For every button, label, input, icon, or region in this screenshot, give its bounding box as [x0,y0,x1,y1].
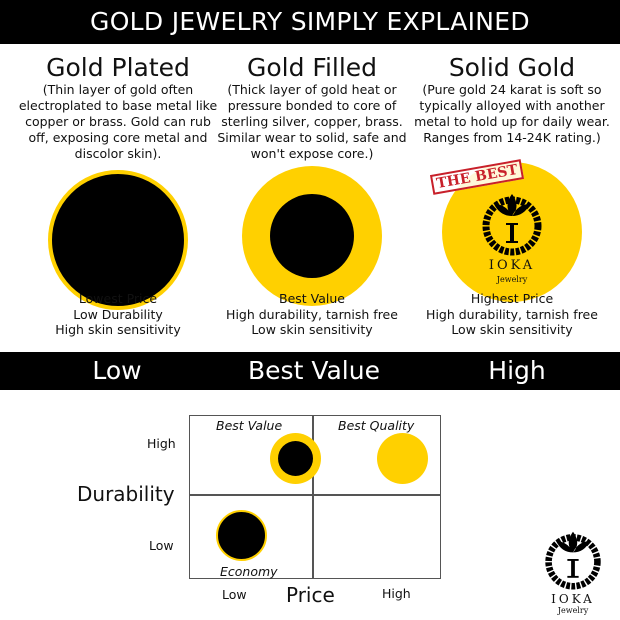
gold-filled-circle [242,166,382,306]
quadrant-best-value: Best Value [216,418,283,433]
value-band: Low Best Value High [0,352,620,390]
trait: Low skin sensitivity [451,322,573,337]
trait: Lowest Price [78,291,158,306]
y-high-label: High [147,436,176,451]
y-low-label: Low [149,538,174,553]
column-description: (Pure gold 24 karat is soft so typically… [414,82,610,145]
gold-plated-circle [48,170,188,310]
matrix-divider-horizontal [189,494,441,496]
column-gold-plated: Gold Plated (Thin layer of gold often el… [18,54,218,162]
quadrant-economy: Economy [220,564,278,579]
column-description: (Thick layer of gold heat or pressure bo… [217,82,407,161]
header-title: GOLD JEWELRY SIMPLY EXPLAINED [0,0,620,44]
x-axis-label: Price [286,583,335,607]
trait: Best Value [279,291,345,306]
gold-plated-marker [216,510,267,561]
column-solid-gold: Solid Gold (Pure gold 24 karat is soft s… [412,54,612,146]
y-axis-label: Durability [77,482,175,506]
matrix-divider-vertical [312,415,314,579]
logo-text: IOKA [488,258,536,273]
trait: Low skin sensitivity [251,322,373,337]
x-low-label: Low [222,587,247,602]
column-description: (Thin layer of gold often electroplated … [18,82,218,161]
solid-gold-traits: Highest Price High durability, tarnish fr… [402,291,620,338]
column-title: Solid Gold [448,53,576,82]
column-title: Gold Filled [246,53,378,82]
quadrant-best-quality: Best Quality [338,418,415,433]
ioka-crest-icon [482,194,542,256]
trait: High durability, tarnish free [226,306,398,322]
matrix-grid [189,415,441,579]
trait: Highest Price [470,291,554,306]
column-gold-filled: Gold Filled (Thick layer of gold heat or… [212,54,412,162]
gold-plated-traits: Lowest Price Low Durability High skin sens… [18,291,218,338]
ioka-logo: IOKA Jewelry [540,528,606,615]
gold-filled-marker [270,433,321,484]
solid-gold-marker [377,433,428,484]
x-high-label: High [382,586,411,601]
logo-subtext: Jewelry [557,606,589,615]
band-high: High [488,356,546,385]
column-title: Gold Plated [46,53,190,82]
band-best-value: Best Value [248,356,380,385]
trait: High skin sensitivity [55,322,181,337]
gold-filled-traits: Best Value High durability, tarnish free L… [212,291,412,338]
band-low: Low [92,356,142,385]
ioka-crest-icon [545,531,601,590]
trait: High durability, tarnish free [426,306,598,322]
logo-subtext: Jewelry [496,275,528,284]
logo-text: IOKA [551,592,595,606]
trait: Low Durability [73,306,163,322]
